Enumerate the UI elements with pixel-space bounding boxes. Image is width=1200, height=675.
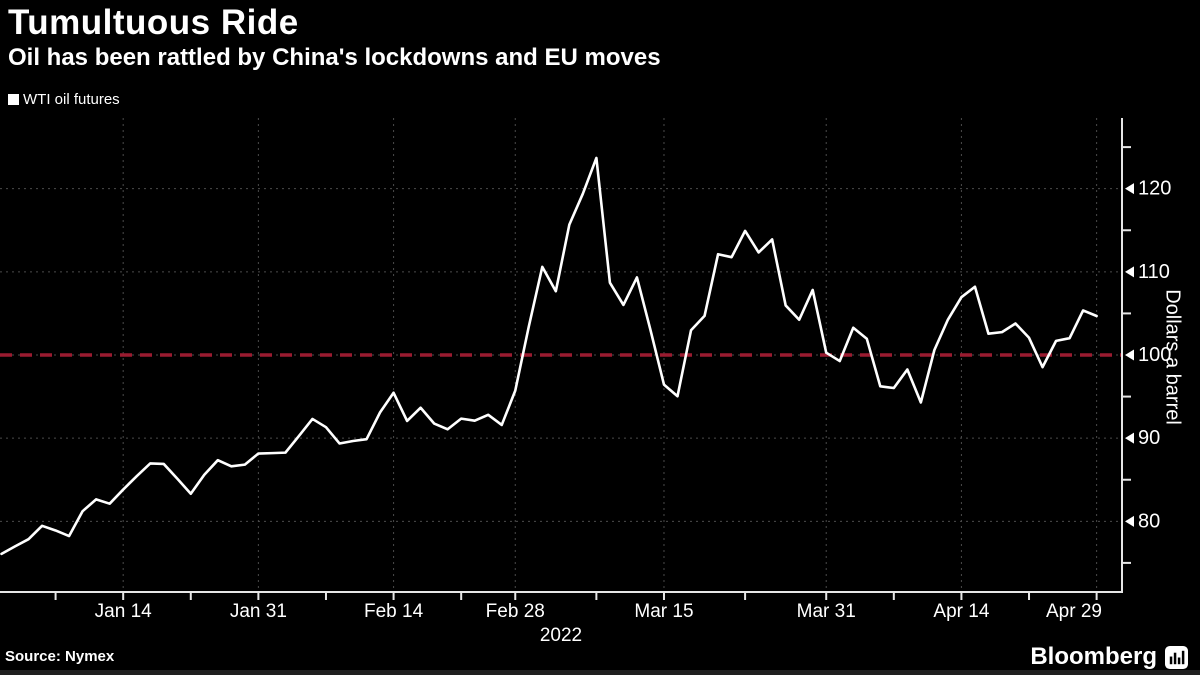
y-tick-label: 120 [1138, 178, 1171, 200]
x-tick-label: Feb 28 [486, 601, 545, 622]
legend: WTI oil futures [8, 91, 120, 108]
y-tick-pointer-icon [1125, 515, 1134, 527]
bottom-strip [0, 670, 1200, 675]
bloomberg-wordmark: Bloomberg [1030, 643, 1157, 670]
y-axis-unit-label: Dollars a barrel [1161, 289, 1184, 425]
y-tick-pointer-icon [1125, 349, 1134, 361]
y-tick-pointer-icon [1125, 432, 1134, 444]
x-tick-label: Feb 14 [364, 601, 424, 622]
x-tick-label: Jan 31 [230, 601, 287, 622]
legend-label: WTI oil futures [23, 91, 120, 108]
chart-title: Tumultuous Ride [8, 3, 299, 42]
x-tick-label: Mar 31 [797, 601, 856, 622]
y-tick-label: 80 [1138, 510, 1160, 532]
x-tick-label: Apr 14 [933, 601, 989, 622]
legend-swatch-icon [8, 94, 19, 105]
x-axis-year-label: 2022 [540, 625, 582, 646]
bar-chart-icon [1165, 645, 1188, 669]
series-line-wti [0, 156, 1098, 556]
y-tick-pointer-icon [1125, 183, 1134, 195]
source-label: Source: Nymex [5, 648, 115, 665]
bloomberg-logo: Bloomberg [1030, 643, 1188, 671]
y-tick-label: 110 [1138, 261, 1170, 283]
y-tick-label: 90 [1138, 427, 1160, 449]
x-tick-label: Jan 14 [95, 601, 152, 622]
y-tick-label: 100 [1138, 344, 1171, 366]
y-tick-pointer-icon [1125, 266, 1134, 278]
x-tick-label: Mar 15 [634, 601, 693, 622]
chart-subtitle: Oil has been rattled by China's lockdown… [8, 44, 661, 71]
x-tick-label: Apr 29 [1046, 601, 1102, 622]
